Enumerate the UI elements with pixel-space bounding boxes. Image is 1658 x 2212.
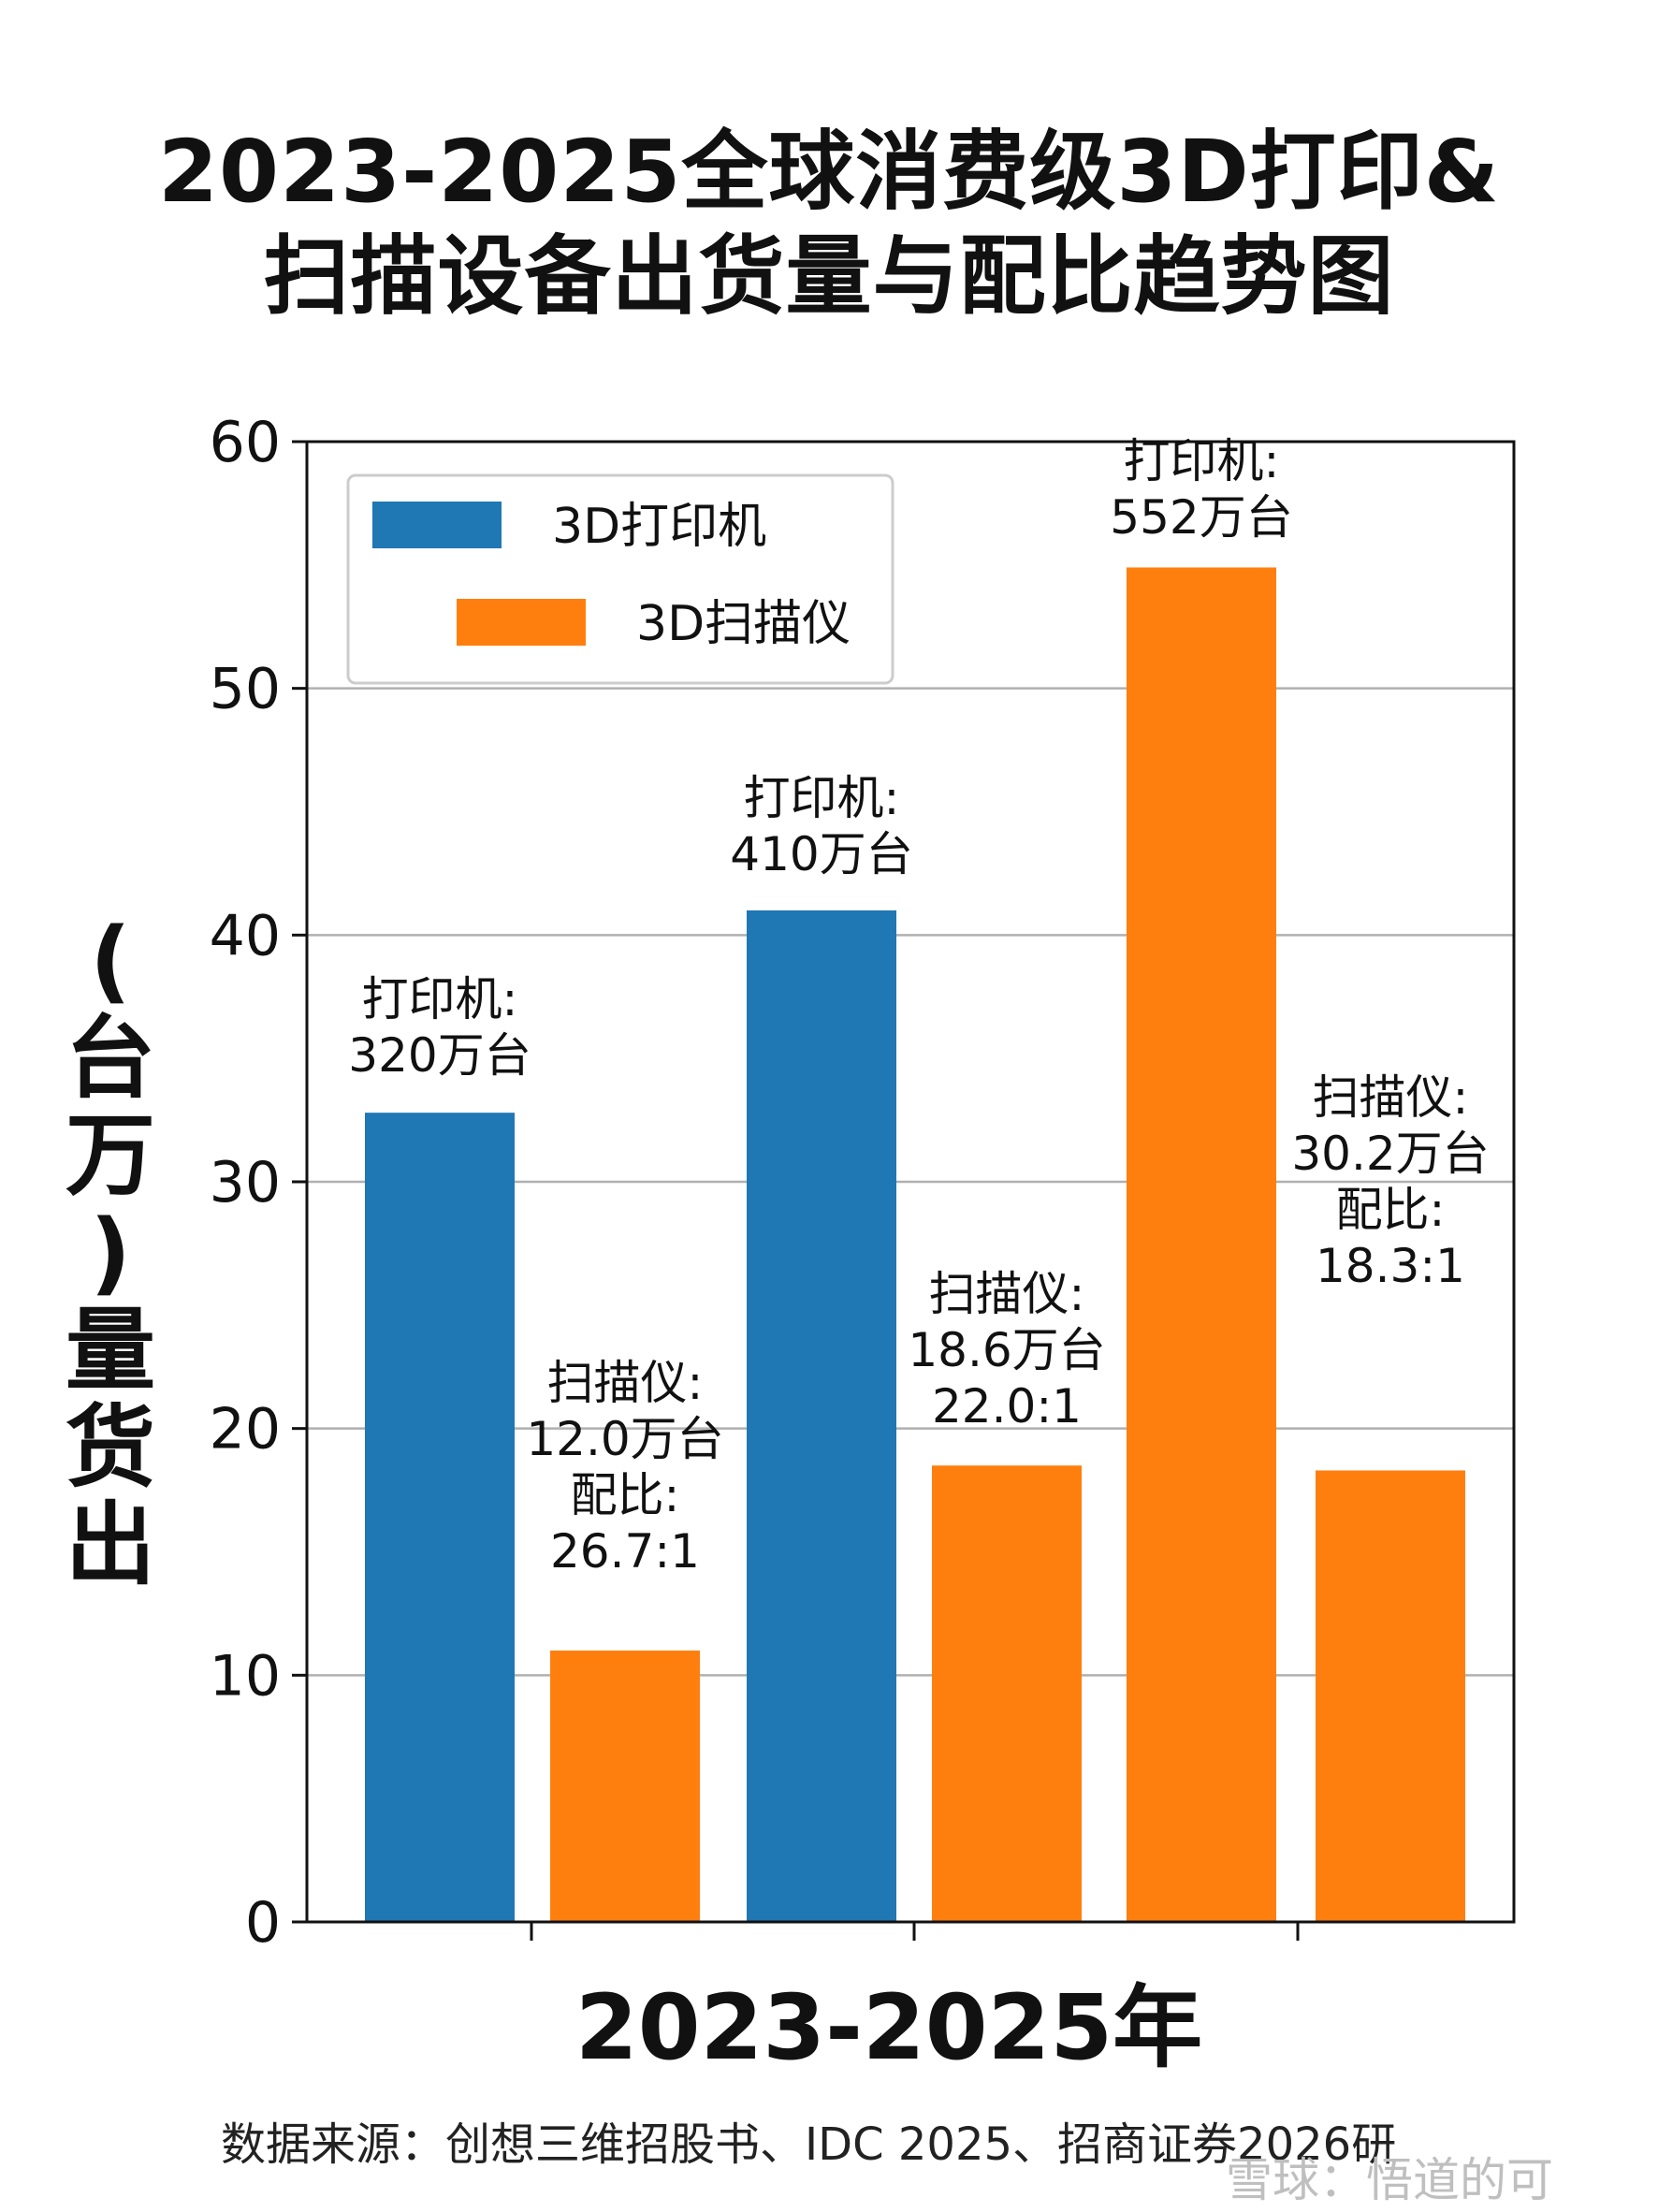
watermark: 雪球：悟道的可 — [1226, 2153, 1553, 2207]
y-axis-label-char: ) — [90, 1201, 131, 1305]
data-labels: 打印机:320万台扫描仪:12.0万台配比:26.7:1打印机:410万台扫描仪… — [348, 434, 1489, 1579]
data-label: 18.3:1 — [1316, 1239, 1465, 1293]
y-tick-label: 40 — [210, 903, 281, 968]
bar — [550, 1650, 700, 1922]
y-axis-label-char: 出 — [65, 1492, 155, 1597]
data-label: 扫描仪: — [547, 1356, 704, 1410]
y-axis-label-char: ( — [90, 909, 131, 1013]
data-label: 30.2万台 — [1291, 1127, 1489, 1181]
legend-swatch-scanner — [457, 599, 586, 646]
bar — [365, 1113, 515, 1922]
data-label: 12.0万台 — [526, 1412, 723, 1466]
chart-title-line-2: 扫描设备出货量与配比趋势图 — [263, 226, 1395, 327]
legend: 3D打印机 3D扫描仪 — [346, 473, 894, 685]
y-tick-label: 20 — [210, 1397, 281, 1463]
data-label: 410万台 — [730, 827, 912, 881]
data-label: 18.6万台 — [908, 1323, 1105, 1377]
x-axis-label: 2023-2025年 — [575, 1975, 1202, 2080]
bar — [1127, 567, 1276, 1922]
data-label: 打印机: — [744, 771, 900, 825]
bar — [1316, 1470, 1465, 1922]
bars — [365, 567, 1465, 1922]
data-label: 22.0:1 — [932, 1379, 1082, 1433]
data-label: 扫描仪: — [1313, 1070, 1469, 1125]
y-tick-label: 60 — [210, 410, 281, 475]
chart-title-line-1: 2023-2025全球消费级3D打印& — [158, 122, 1500, 222]
bar — [932, 1465, 1082, 1922]
data-label: 320万台 — [348, 1028, 531, 1083]
data-label: 26.7:1 — [550, 1524, 700, 1579]
data-label: 打印机: — [362, 972, 518, 1026]
y-tick-label: 50 — [210, 657, 281, 722]
y-axis-label-char: 货 — [65, 1395, 155, 1500]
y-tick-label: 30 — [210, 1150, 281, 1215]
data-label: 打印机: — [1124, 434, 1280, 488]
bar — [747, 910, 896, 1922]
legend-swatch-printer — [372, 502, 502, 548]
y-axis-label-char: 量 — [65, 1298, 155, 1403]
y-tick-label: 10 — [210, 1643, 281, 1709]
data-label: 扫描仪: — [929, 1267, 1085, 1321]
y-axis-label-char: 台 — [65, 1006, 155, 1111]
data-source-note: 数据来源：创想三维招股书、IDC 2025、招商证券2026研 — [221, 2118, 1397, 2171]
chart-title: 2023-2025全球消费级3D打印& 扫描设备出货量与配比趋势图 — [37, 120, 1621, 329]
data-label: 552万台 — [1110, 490, 1292, 545]
y-axis-label-char: 万 — [65, 1103, 155, 1208]
y-axis-label: ( 台 万 ) 量 货 出 — [58, 912, 163, 1594]
data-label: 配比: — [1336, 1183, 1446, 1237]
legend-label-printer: 3D打印机 — [552, 499, 766, 555]
axes: 0 10 20 30 40 50 60 — [210, 410, 1516, 1956]
y-tick-label: 0 — [245, 1890, 281, 1956]
data-label: 配比: — [571, 1468, 680, 1522]
legend-label-scanner: 3D扫描仪 — [636, 596, 851, 652]
